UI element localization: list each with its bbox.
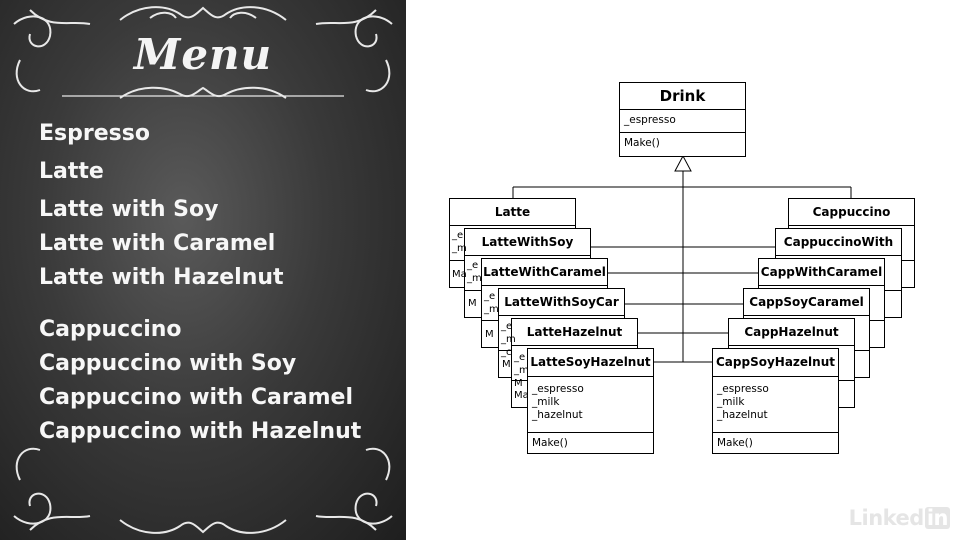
logo-text: Linked — [848, 506, 925, 530]
peek-text: _e — [467, 260, 479, 271]
peek-text: _e — [452, 230, 464, 241]
peek-text: _e — [514, 352, 526, 363]
class-attribute: _milk — [532, 396, 560, 408]
peek-text: _e — [484, 291, 496, 302]
peek-text: M — [468, 298, 477, 309]
class-method: Make() — [528, 432, 653, 454]
peek-text: _c — [501, 347, 512, 358]
class-attributes: _espresso _milk _hazelnut — [713, 376, 838, 432]
inheritance-arrowhead — [674, 154, 692, 172]
menu-item-latte-hazelnut: Latte with Hazelnut — [39, 265, 284, 290]
linkedin-logo: Linked in — [849, 506, 950, 530]
menu-item-cappuccino: Cappuccino — [39, 317, 182, 342]
menu-title: Menu — [133, 30, 273, 79]
class-name: Drink — [659, 87, 706, 105]
class-method: Make() — [713, 432, 838, 454]
menu-item-cappuccino-hazelnut: Cappuccino with Hazelnut — [39, 419, 362, 444]
class-attributes: _espresso _milk _hazelnut — [528, 376, 653, 432]
chalkboard-menu: Menu Espresso Latte Latte with Soy Latte… — [0, 0, 406, 540]
class-name: CappuccinoWith — [783, 235, 894, 249]
class-attribute: _espresso — [620, 109, 745, 132]
menu-item-cappuccino-caramel: Cappuccino with Caramel — [39, 385, 353, 410]
peek-text: _m — [452, 243, 467, 254]
peek-text: _m — [514, 365, 529, 376]
peek-text: M — [502, 359, 511, 370]
peek-text: _m — [501, 334, 516, 345]
class-name: Cappuccino — [812, 205, 891, 219]
class-attribute: _milk — [717, 396, 745, 408]
class-attribute: _hazelnut — [717, 409, 768, 421]
class-name: LatteWithCaramel — [483, 265, 606, 279]
menu-item-cappuccino-soy: Cappuccino with Soy — [39, 351, 297, 376]
menu-item-latte-caramel: Latte with Caramel — [39, 231, 276, 256]
class-name: CappWithCaramel — [760, 265, 883, 279]
class-attribute: _hazelnut — [532, 409, 583, 421]
menu-item-latte-soy: Latte with Soy — [39, 197, 219, 222]
class-method: Make() — [620, 132, 745, 155]
uml-class-cappsoyhazelnut: CappSoyHazelnut _espresso _milk _hazelnu… — [712, 348, 839, 454]
uml-class-lattesoyhazelnut: LatteSoyHazelnut _espresso _milk _hazeln… — [527, 348, 654, 454]
logo-badge: in — [924, 506, 950, 530]
peek-text: _e — [501, 321, 513, 332]
menu-item-espresso: Espresso — [39, 121, 150, 146]
ornamental-frame — [13, 6, 393, 534]
peek-text: M — [485, 329, 494, 340]
peek-text: Ma — [514, 390, 529, 401]
uml-class-drink: Drink _espresso Make() — [619, 82, 746, 157]
peek-text: M — [514, 378, 523, 389]
class-name: LatteWithSoy — [481, 235, 574, 249]
peek-text: _m — [484, 304, 499, 315]
class-name: LatteWithSoyCar — [504, 295, 619, 309]
peek-text: Ma — [452, 269, 467, 280]
class-name: Latte — [494, 205, 531, 219]
class-attribute: _espresso — [717, 383, 769, 395]
class-name: CappHazelnut — [744, 325, 839, 339]
class-name: LatteSoyHazelnut — [530, 355, 651, 369]
peek-text: _m — [467, 273, 482, 284]
class-name: CappSoyCaramel — [749, 295, 864, 309]
class-name: LatteHazelnut — [526, 325, 623, 339]
class-name: CappSoyHazelnut — [716, 355, 835, 369]
class-attribute: _espresso — [532, 383, 584, 395]
menu-item-latte: Latte — [39, 159, 104, 184]
